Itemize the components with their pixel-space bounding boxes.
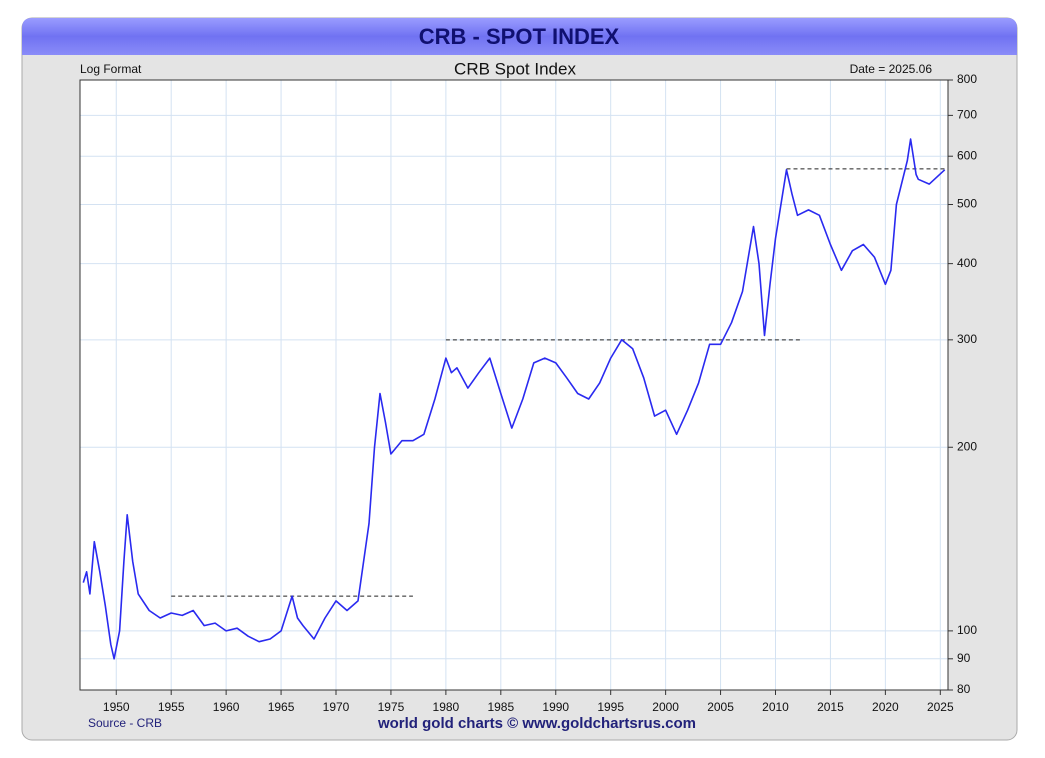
y-tick-label: 500 xyxy=(957,197,977,211)
x-tick-label: 1975 xyxy=(378,700,405,714)
x-tick-label: 2010 xyxy=(762,700,789,714)
footer: world gold charts © www.goldchartsrus.co… xyxy=(377,715,696,732)
scale-label: Log Format xyxy=(80,62,142,76)
x-tick-label: 1980 xyxy=(433,700,460,714)
x-tick-label: 1990 xyxy=(542,700,569,714)
date-label: Date = 2025.06 xyxy=(850,62,933,76)
header xyxy=(22,18,1017,55)
x-tick-label: 2020 xyxy=(872,700,899,714)
subtitle: CRB Spot Index xyxy=(454,59,576,78)
y-tick-label: 200 xyxy=(957,439,977,453)
y-tick-label: 80 xyxy=(957,682,971,696)
y-tick-label: 400 xyxy=(957,256,977,270)
y-tick-label: 100 xyxy=(957,623,977,637)
y-tick-label: 300 xyxy=(957,332,977,346)
x-tick-label: 2005 xyxy=(707,700,734,714)
x-tick-label: 2015 xyxy=(817,700,844,714)
x-tick-label: 2025 xyxy=(927,700,954,714)
x-tick-label: 1970 xyxy=(323,700,350,714)
x-tick-label: 1950 xyxy=(103,700,130,714)
x-tick-label: 1960 xyxy=(213,700,240,714)
x-tick-label: 1985 xyxy=(487,700,514,714)
data-line xyxy=(82,138,946,660)
y-tick-label: 600 xyxy=(957,148,977,162)
chart-title: CRB - SPOT INDEX xyxy=(419,24,620,49)
plot-area xyxy=(80,80,948,690)
source: Source - CRB xyxy=(88,716,162,730)
y-tick-label: 800 xyxy=(957,72,977,86)
x-tick-label: 1995 xyxy=(597,700,624,714)
x-tick-label: 2000 xyxy=(652,700,679,714)
plot-border xyxy=(79,79,949,691)
y-tick-label: 700 xyxy=(957,108,977,122)
x-tick-label: 1955 xyxy=(158,700,185,714)
y-tick-label: 90 xyxy=(957,651,971,665)
x-tick-label: 1965 xyxy=(268,700,295,714)
